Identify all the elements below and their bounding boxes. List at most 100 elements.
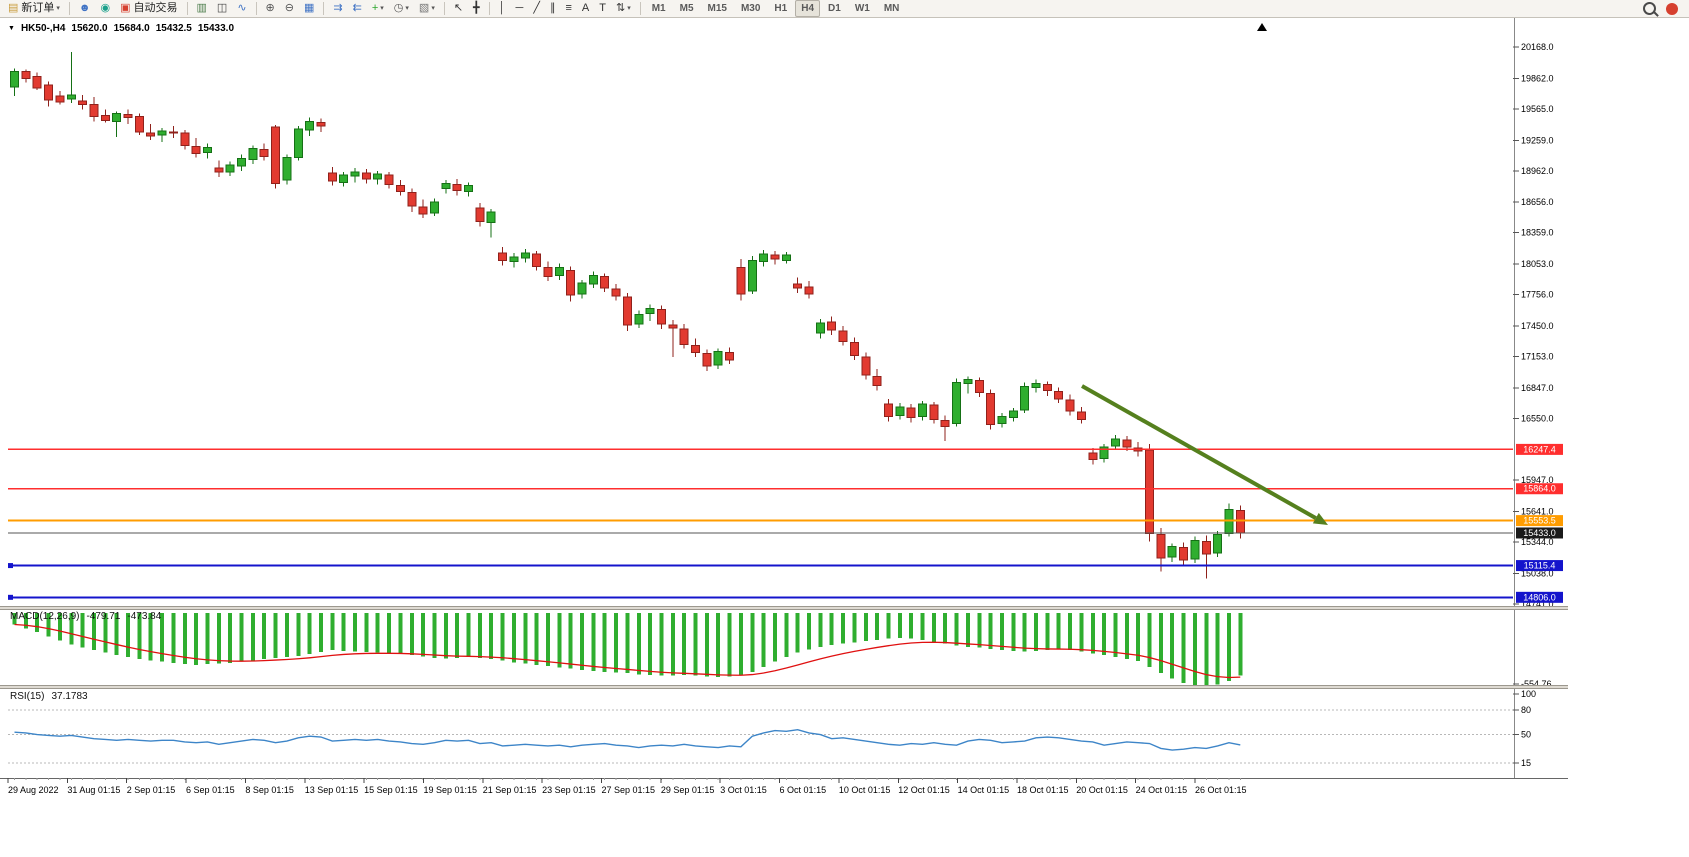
macd-label: MACD(12,26,9) (10, 611, 80, 622)
horizontal-line-button[interactable]: ─ (512, 0, 528, 17)
timeframe-h4-button[interactable]: H4 (795, 0, 821, 17)
templates-icon: ▧ (418, 2, 430, 14)
channel-button[interactable]: ∥ (546, 0, 560, 17)
line-chart-icon: ∿ (237, 2, 247, 14)
vertical-line-icon: │ (498, 2, 506, 14)
bar-chart-button[interactable]: ▥ (193, 0, 211, 17)
chevron-down-icon: ▾ (627, 5, 631, 12)
timeframe-m15-button-label: M15 (707, 2, 727, 14)
timeframe-m30-button-label: M30 (740, 2, 761, 14)
trend-arrow-object[interactable] (1081, 384, 1328, 525)
crosshair-icon: ╋ (473, 2, 480, 14)
svg-text:80: 80 (1521, 705, 1531, 715)
svg-text:19862.0: 19862.0 (1521, 73, 1554, 83)
horizontal-line-objects[interactable] (8, 448, 1513, 600)
auto-trading-button[interactable]: ▣ 自动交易 (116, 0, 181, 17)
svg-text:15 Sep 01:15: 15 Sep 01:15 (364, 785, 418, 795)
high-value: 15684.0 (113, 23, 150, 34)
templates-button[interactable]: ▧ ▾ (415, 0, 439, 17)
svg-text:100: 100 (1521, 689, 1536, 699)
svg-text:15553.5: 15553.5 (1523, 516, 1556, 526)
macd-label-row[interactable]: MACD(12,26,9) -479.71 -473.84 (10, 611, 161, 622)
chart-shift-button[interactable]: ⇇ (349, 0, 366, 17)
text-icon: A (581, 2, 590, 14)
channel-icon: ∥ (549, 2, 556, 14)
auto-scroll-icon: ⇉ (333, 2, 343, 14)
svg-text:14 Oct 01:15: 14 Oct 01:15 (958, 785, 1010, 795)
timeframe-w1-button[interactable]: W1 (849, 0, 876, 17)
timeframe-mn-button-label: MN (883, 2, 900, 14)
svg-text:2 Sep 01:15: 2 Sep 01:15 (127, 785, 176, 795)
fibonacci-icon: ≡ (565, 2, 572, 14)
timeframe-mn-button[interactable]: MN (878, 0, 906, 17)
auto-trading-button-label: 自动交易 (133, 2, 178, 14)
timeframe-w1-button-label: W1 (854, 2, 870, 14)
svg-text:15433.0: 15433.0 (1523, 528, 1556, 538)
arrows-button[interactable]: ⇅ ▾ (612, 0, 635, 17)
timeframe-m15-button[interactable]: M15 (702, 0, 733, 17)
collapse-arrow-icon[interactable]: ▼ (8, 25, 15, 32)
community-icon[interactable] (1666, 2, 1678, 15)
price-axis[interactable]: 20168.0 19862.0 19565.0 19259.0 18962.0 18656… (1513, 18, 1554, 778)
timeframe-d1-button[interactable]: D1 (822, 0, 847, 17)
line-chart-button[interactable]: ∿ (233, 0, 250, 17)
svg-text:6 Sep 01:15: 6 Sep 01:15 (186, 785, 235, 795)
timeframe-m1-button[interactable]: M1 (646, 0, 672, 17)
timeframe-m30-button[interactable]: M30 (735, 0, 766, 17)
trendline-icon: ╱ (533, 2, 540, 14)
macd-value-1: -479.71 (86, 611, 121, 622)
fibonacci-button[interactable]: ≡ (561, 0, 575, 17)
crosshair-button[interactable]: ╋ (469, 0, 484, 17)
macd-value-2: -473.84 (127, 611, 162, 622)
vertical-line-button[interactable]: │ (495, 0, 510, 17)
svg-text:14741.0: 14741.0 (1521, 599, 1554, 609)
search-icon[interactable] (1643, 2, 1656, 15)
svg-text:16550.0: 16550.0 (1521, 413, 1554, 423)
chevron-down-icon: ▾ (380, 5, 384, 12)
svg-text:15641.0: 15641.0 (1521, 507, 1554, 517)
svg-text:17450.0: 17450.0 (1521, 321, 1554, 331)
new-order-button[interactable]: ▤ 新订单 ▾ (4, 0, 64, 17)
text-button[interactable]: A (578, 0, 593, 17)
label-button[interactable]: T (595, 0, 610, 17)
chart-shift-icon: ⇇ (352, 2, 362, 14)
label-icon: T (599, 2, 606, 14)
sound-alert-icon: ◉ (100, 2, 111, 14)
macd-panel-splitter[interactable] (0, 606, 1568, 610)
toolbar-separator (186, 2, 188, 15)
sound-alert-icon[interactable]: ◉ (97, 0, 115, 17)
svg-text:27 Sep 01:15: 27 Sep 01:15 (602, 785, 656, 795)
svg-text:13 Sep 01:15: 13 Sep 01:15 (305, 785, 359, 795)
candles (10, 51, 1245, 579)
candlestick-chart-button[interactable]: ◫ (213, 0, 231, 17)
market-watch-icon[interactable]: ☻ (75, 0, 95, 17)
timeframe-d1-button-label: D1 (828, 2, 841, 14)
svg-text:31 Aug 01:15: 31 Aug 01:15 (67, 785, 120, 795)
svg-text:15344.0: 15344.0 (1521, 537, 1554, 547)
tile-windows-button[interactable]: ▦ (300, 0, 318, 17)
svg-text:20168.0: 20168.0 (1521, 42, 1554, 52)
rsi-panel-splitter[interactable] (0, 685, 1568, 689)
toolbar-separator (488, 2, 490, 15)
svg-text:19 Sep 01:15: 19 Sep 01:15 (423, 785, 477, 795)
zoom-in-button[interactable]: ⊕ (262, 0, 279, 17)
new-chart-button[interactable]: + ▾ (368, 0, 388, 17)
toolbar-separator (639, 2, 641, 15)
toolbar-right-icons (1643, 2, 1686, 15)
auto-scroll-button[interactable]: ⇉ (329, 0, 346, 17)
timeframe-m5-button[interactable]: M5 (674, 0, 700, 17)
close-value: 15433.0 (197, 23, 235, 34)
time-axis[interactable]: 29 Aug 2022 31 Aug 01:15 2 Sep 01:15 6 Sep … (0, 778, 1568, 795)
svg-text:24 Oct 01:15: 24 Oct 01:15 (1136, 785, 1188, 795)
period-button[interactable]: ◷ ▾ (390, 0, 413, 17)
rsi-label-row[interactable]: RSI(15) 37.1783 (10, 691, 88, 702)
zoom-out-button[interactable]: ⊖ (281, 0, 298, 17)
cursor-button[interactable]: ↖ (450, 0, 467, 17)
chevron-down-icon: ▾ (431, 5, 435, 12)
trendline-button[interactable]: ╱ (529, 0, 544, 17)
svg-text:10 Oct 01:15: 10 Oct 01:15 (839, 785, 891, 795)
svg-text:18656.0: 18656.0 (1521, 197, 1554, 207)
timeframe-h1-button[interactable]: H1 (768, 0, 793, 17)
